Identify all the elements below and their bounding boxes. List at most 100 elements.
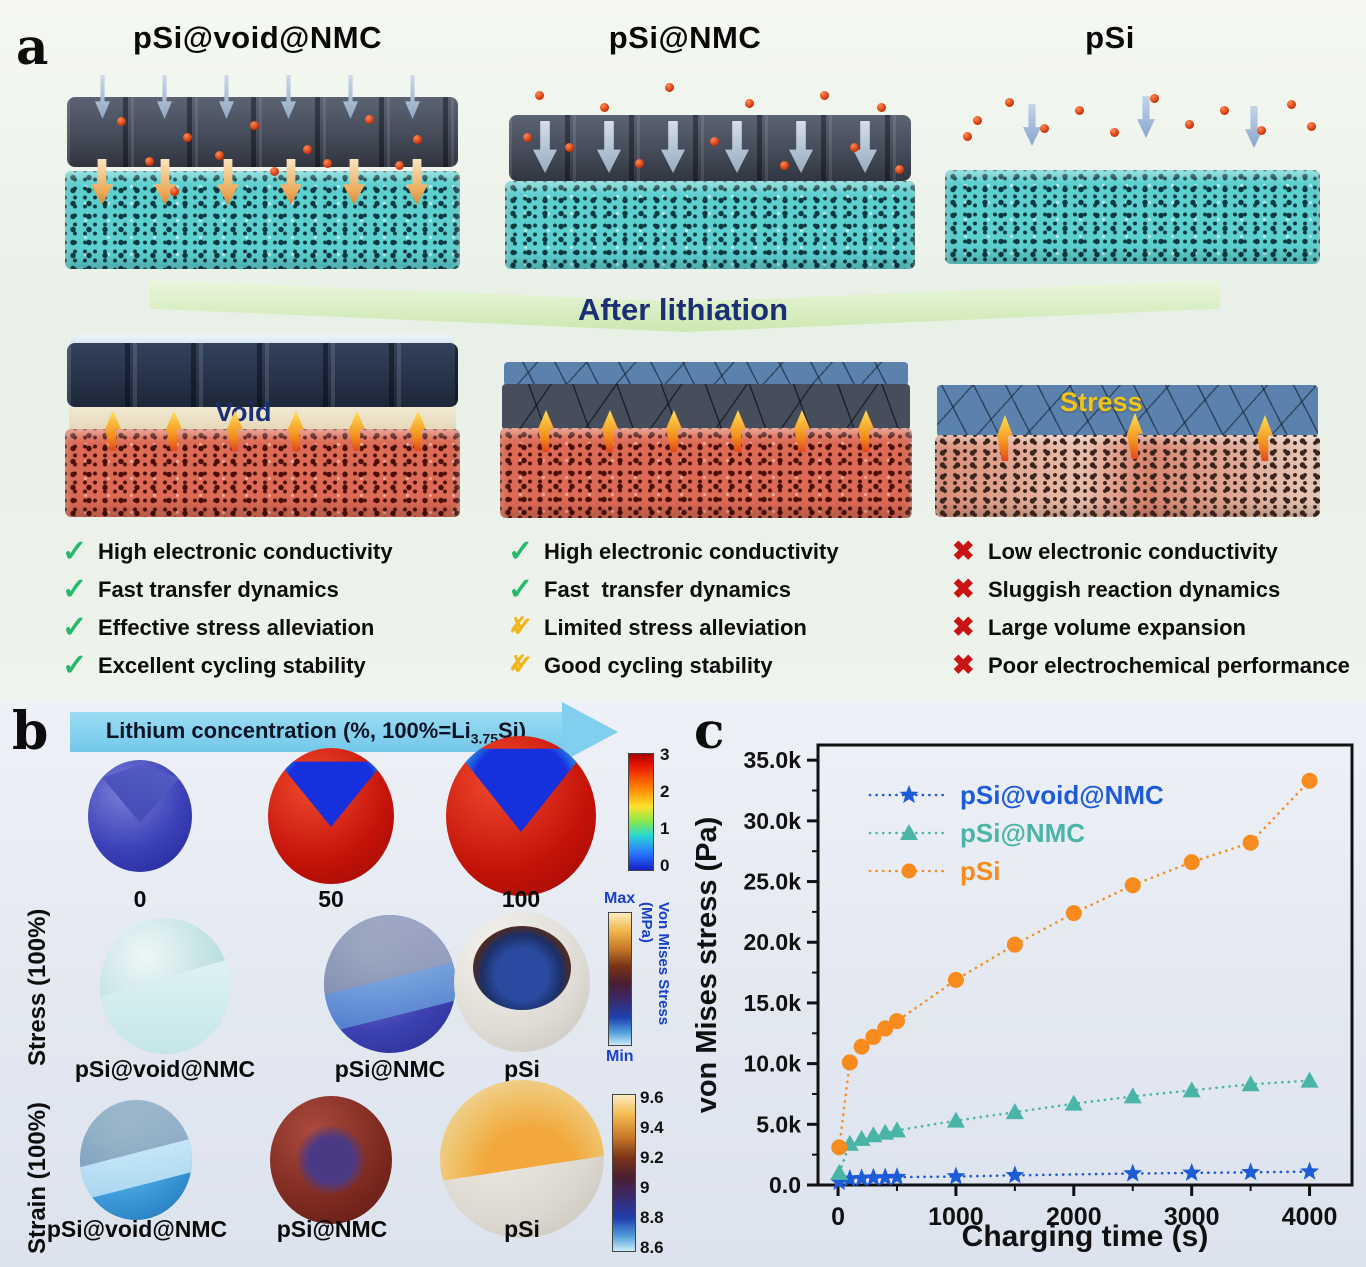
status-icon bbox=[62, 572, 98, 607]
lithiated-silicon-block bbox=[500, 428, 912, 518]
sphere-strain-psi-nmc bbox=[270, 1096, 392, 1224]
status-icon bbox=[952, 574, 988, 606]
sphere-concentration-100 bbox=[446, 736, 596, 896]
data-point-circle bbox=[831, 1139, 848, 1156]
colorbar-tick: 3 bbox=[660, 745, 670, 764]
sphere-strain-psi bbox=[440, 1080, 604, 1238]
stress-row-label: Stress (100%) bbox=[24, 908, 51, 1067]
status-icon bbox=[508, 650, 544, 682]
status-icon bbox=[62, 534, 98, 569]
concentration-100-label: 100 bbox=[501, 886, 541, 912]
data-point-circle bbox=[1065, 905, 1082, 922]
x-tick-label: 4000 bbox=[1282, 1203, 1338, 1231]
lithium-ion-dot bbox=[145, 157, 154, 166]
psi-void-nmc-pristine-illustration bbox=[65, 75, 460, 271]
arrow-down-icon bbox=[1023, 104, 1041, 146]
nmc-shell-layer bbox=[509, 115, 911, 181]
data-point-triangle bbox=[1123, 1087, 1142, 1104]
strain-sphere-label-1: pSi@void@NMC bbox=[46, 1216, 228, 1242]
sphere-concentration-50 bbox=[268, 748, 394, 884]
lithium-ion-dot bbox=[895, 165, 904, 174]
colorbar-tick: 9.2 bbox=[640, 1148, 664, 1167]
data-point-circle bbox=[865, 1028, 882, 1045]
list-item: Fast transfer dynamics bbox=[508, 572, 791, 607]
column-title-psi-nmc: pSi@NMC bbox=[608, 20, 762, 55]
status-icon bbox=[62, 610, 98, 645]
stress-sphere-label-3: pSi bbox=[504, 1056, 540, 1082]
porous-silicon-block bbox=[65, 171, 460, 269]
lithium-ion-dot bbox=[877, 103, 886, 112]
lithium-ion-dot bbox=[1185, 120, 1194, 129]
lithium-ion-dot bbox=[665, 83, 674, 92]
status-icon bbox=[508, 572, 544, 607]
psi-nmc-pristine-illustration bbox=[505, 75, 915, 271]
y-tick-label: 35.0k bbox=[743, 747, 801, 773]
porous-silicon-block bbox=[505, 181, 915, 269]
colorbar-tick: 1 bbox=[660, 819, 670, 838]
legend-label: pSi bbox=[960, 856, 1000, 886]
list-item: Good cycling stability bbox=[508, 650, 773, 682]
data-point-circle bbox=[853, 1038, 870, 1055]
colorbar-tick: 0 bbox=[660, 856, 670, 875]
data-point-triangle bbox=[946, 1111, 965, 1128]
sphere-concentration-0 bbox=[88, 760, 192, 872]
chart-canvas: 0.0 5.0k 10.0k 15.0k 20.0k 25.0k 30.0k 35.0k 0 10… bbox=[691, 743, 1354, 1253]
data-point-circle bbox=[888, 1013, 905, 1030]
lithium-ion-dot bbox=[215, 151, 224, 160]
lithium-ion-dot bbox=[1150, 94, 1159, 103]
data-point-star bbox=[1300, 1161, 1320, 1180]
list-item: Poor electrochemical performance bbox=[952, 650, 1350, 682]
colorbar-tick: 8.6 bbox=[640, 1238, 664, 1257]
status-icon bbox=[952, 536, 988, 568]
data-point-circle bbox=[1124, 877, 1141, 894]
data-point-circle bbox=[1242, 834, 1259, 851]
list-item: Limited stress alleviation bbox=[508, 612, 807, 644]
data-point-star bbox=[946, 1166, 966, 1185]
y-tick-label: 25.0k bbox=[743, 869, 801, 895]
lithium-ion-dot bbox=[850, 143, 859, 152]
stress-annotation: Stress bbox=[1060, 387, 1143, 417]
y-tick-label: 10.0k bbox=[743, 1051, 801, 1077]
after-lithiation-text: After lithiation bbox=[577, 292, 789, 327]
data-point-triangle bbox=[1241, 1075, 1260, 1092]
data-point-triangle bbox=[1300, 1071, 1319, 1088]
plot-frame bbox=[816, 743, 1354, 1187]
lithium-ion-dot bbox=[170, 187, 179, 196]
x-tick-label: 1000 bbox=[928, 1203, 984, 1231]
data-point-circle bbox=[841, 1054, 858, 1071]
lithium-ion-dot bbox=[1040, 124, 1049, 133]
lithiated-silicon-block bbox=[935, 435, 1320, 517]
y-tick-label: 0.0 bbox=[769, 1172, 801, 1198]
list-item: Sluggish reaction dynamics bbox=[952, 574, 1280, 606]
lithium-ion-dot bbox=[395, 161, 404, 170]
data-point-circle bbox=[1183, 854, 1200, 871]
colorbar-tick: 9.4 bbox=[640, 1118, 664, 1137]
void-annotation: Void bbox=[215, 397, 272, 427]
data-point-circle bbox=[877, 1020, 894, 1037]
y-tick-label: 30.0k bbox=[743, 808, 801, 834]
strain-sphere-label-2: pSi@NMC bbox=[276, 1216, 388, 1242]
data-point-triangle bbox=[900, 824, 918, 840]
column-title-psi: pSi bbox=[1085, 20, 1135, 55]
colorbar-tick: 9 bbox=[640, 1178, 650, 1197]
psi-nmc-lithiated-illustration bbox=[500, 362, 912, 520]
lithium-ion-dot bbox=[117, 117, 126, 126]
x-tick-label: 0 bbox=[831, 1203, 845, 1231]
lithium-ion-dot bbox=[820, 91, 829, 100]
data-point-star bbox=[829, 1172, 849, 1191]
sphere-stress-psi-nmc bbox=[324, 915, 456, 1053]
lithium-ion-dot bbox=[973, 116, 982, 125]
porous-silicon-block bbox=[945, 170, 1320, 264]
data-point-star bbox=[840, 1168, 860, 1187]
status-icon bbox=[952, 650, 988, 682]
lithium-ion-dot bbox=[745, 99, 754, 108]
y-tick-label: 15.0k bbox=[743, 990, 801, 1016]
sphere-stress-psi bbox=[454, 912, 590, 1052]
cracked-nmc-layer bbox=[502, 384, 910, 430]
strain-colorbar bbox=[612, 1094, 636, 1252]
colorbar-tick: 2 bbox=[660, 782, 670, 801]
data-point-triangle bbox=[1005, 1103, 1024, 1120]
concentration-colorbar bbox=[628, 753, 654, 871]
status-icon bbox=[508, 534, 544, 569]
